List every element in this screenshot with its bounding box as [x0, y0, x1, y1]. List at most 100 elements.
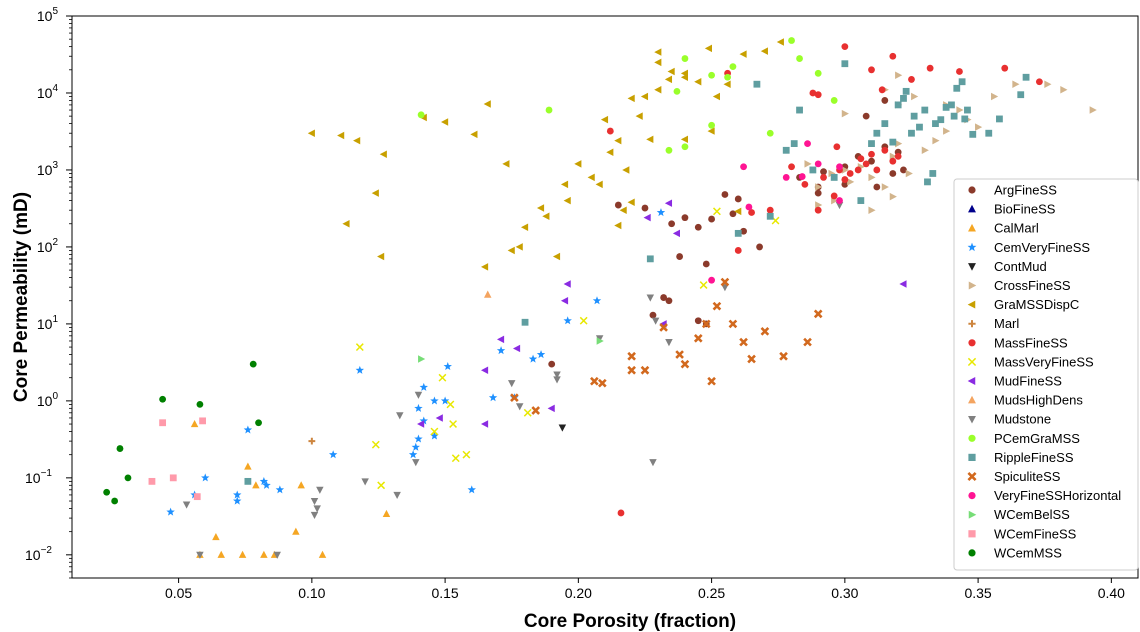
data-point	[889, 138, 897, 146]
data-point	[841, 180, 849, 188]
data-point	[766, 129, 774, 137]
data-point	[796, 106, 803, 114]
data-point	[371, 440, 380, 449]
data-point	[740, 163, 747, 171]
x-axis: 0.05 0.10 0.15 0.20 0.25 0.30 0.35 0.40	[165, 578, 1125, 601]
series-SpiculiteSS	[510, 277, 823, 415]
data-point	[243, 425, 253, 434]
series-ContMud	[558, 424, 567, 432]
data-point	[942, 103, 950, 111]
legend-marker-WCemFineSS	[968, 530, 976, 538]
y-tick-exponent: 3	[52, 160, 58, 171]
data-point	[260, 550, 268, 558]
data-point	[622, 166, 630, 174]
y-tick-label: 102	[37, 237, 59, 255]
data-point	[740, 227, 747, 235]
data-point	[916, 123, 923, 131]
data-point	[355, 343, 364, 352]
data-point	[182, 501, 191, 509]
data-point	[796, 55, 803, 62]
legend-label: Mudstone	[994, 412, 1051, 427]
y-tick-base: 10	[25, 547, 41, 563]
data-point	[417, 111, 425, 119]
data-point	[868, 157, 875, 165]
legend-label: GraMSSDispC	[994, 297, 1079, 312]
legend-label: Marl	[994, 316, 1019, 331]
data-point	[699, 281, 708, 289]
data-point	[606, 127, 614, 135]
data-point	[693, 333, 703, 343]
series-Mudstone	[182, 201, 844, 559]
data-point	[667, 67, 675, 76]
data-point	[512, 344, 521, 353]
data-point	[958, 78, 966, 86]
data-point	[701, 319, 711, 329]
data-point	[857, 155, 865, 163]
data-point	[841, 60, 849, 68]
data-point	[488, 393, 498, 402]
data-point	[857, 197, 865, 204]
data-point	[614, 221, 622, 230]
legend-marker-BioFineSS	[968, 204, 976, 213]
data-point	[451, 454, 460, 463]
data-point	[873, 129, 881, 137]
data-point	[798, 173, 806, 180]
data-point	[739, 50, 747, 58]
data-point	[542, 212, 550, 221]
data-point	[681, 214, 689, 222]
data-point	[233, 490, 242, 499]
data-point	[563, 196, 571, 205]
data-point	[480, 263, 489, 271]
x-tick-label: 0.40	[1098, 585, 1125, 601]
data-point	[328, 450, 338, 459]
data-point	[443, 362, 452, 371]
data-point	[523, 408, 532, 417]
data-point	[745, 203, 753, 211]
data-point	[964, 106, 971, 114]
data-point	[668, 220, 676, 228]
series-Marl	[308, 437, 316, 445]
x-tick-label: 0.30	[831, 585, 858, 601]
data-point	[702, 260, 710, 268]
data-point	[552, 252, 561, 261]
data-point	[956, 106, 964, 114]
data-point	[393, 491, 401, 500]
data-point	[900, 95, 907, 102]
x-tick-label: 0.10	[298, 585, 325, 601]
data-point	[470, 130, 478, 139]
data-point	[841, 109, 849, 118]
legend-marker-VeryFineSSHorizontal	[968, 492, 976, 500]
legend-label: MudsHighDens	[994, 393, 1083, 408]
data-point	[766, 212, 774, 220]
data-point	[776, 38, 784, 46]
data-point	[579, 316, 588, 325]
data-point	[782, 146, 790, 154]
legend-marker-MassFineSS	[968, 339, 976, 347]
data-point	[680, 135, 689, 144]
y-tick-label: 105	[37, 6, 59, 24]
data-point	[950, 112, 958, 120]
data-point	[440, 396, 450, 405]
data-point	[379, 150, 387, 158]
data-point	[760, 327, 770, 336]
series-WCemBelSS	[418, 337, 604, 363]
data-point	[801, 180, 809, 188]
data-point	[899, 280, 907, 288]
x-tick-label: 0.25	[698, 585, 725, 601]
y-tick-exponent: −1	[41, 468, 53, 479]
data-point	[969, 130, 977, 138]
data-point	[804, 160, 812, 168]
data-point	[814, 189, 822, 197]
legend-marker-ArgFineSS	[968, 186, 976, 194]
data-point	[924, 178, 931, 186]
data-point	[654, 48, 662, 56]
y-tick-base: 10	[37, 393, 53, 409]
data-point	[694, 317, 702, 325]
series-MassVeryFineSS	[355, 207, 780, 490]
legend-label: MudFineSS	[994, 374, 1062, 389]
data-point	[676, 253, 684, 260]
data-point	[600, 115, 609, 124]
data-point	[708, 71, 715, 79]
legend-marker-MassVeryFineSS	[967, 357, 977, 367]
y-tick-label: 104	[37, 83, 59, 101]
